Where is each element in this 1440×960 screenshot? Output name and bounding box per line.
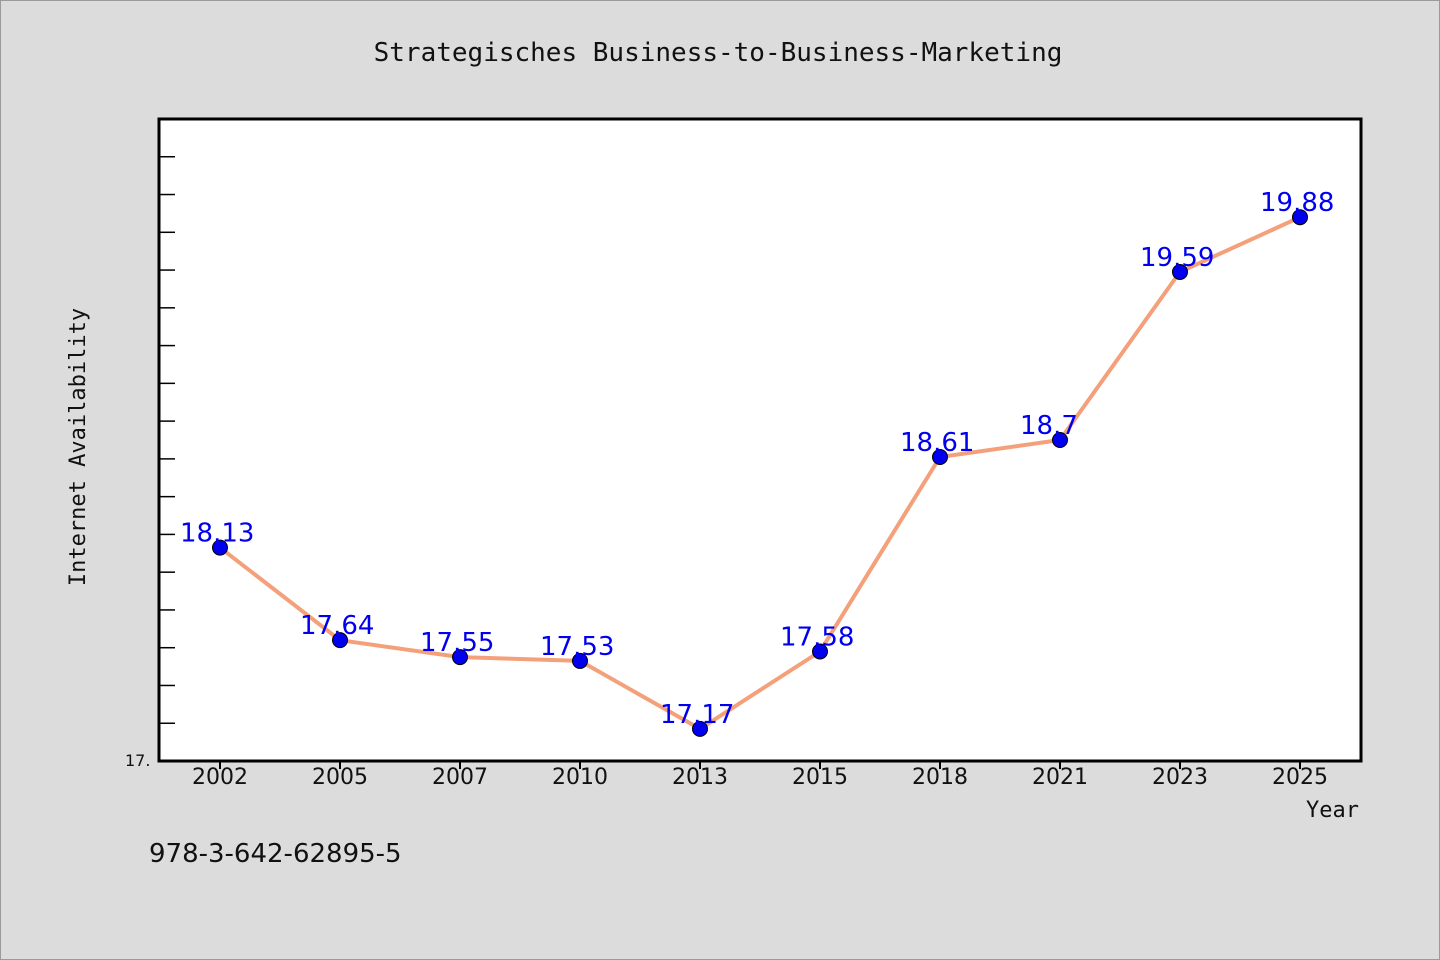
data-point <box>692 720 708 737</box>
x-tick-label: 2018 <box>912 765 968 790</box>
data-point <box>1292 209 1308 226</box>
data-point <box>812 643 828 660</box>
data-labels: 18.13 17.64 17.55 17.53 17.17 17.58 18.61 18.7 1… <box>180 188 1334 730</box>
y-tick-label-min: 17. <box>125 751 150 770</box>
data-label: 17.58 <box>780 622 854 652</box>
x-tick-label: 2021 <box>1032 765 1088 790</box>
series-line <box>218 215 1301 731</box>
x-tick-label: 2007 <box>432 765 488 790</box>
x-tick-label: 2015 <box>792 765 848 790</box>
data-point <box>932 448 948 465</box>
x-tick-label: 2010 <box>552 765 608 790</box>
data-label: 17.64 <box>300 611 374 641</box>
data-point <box>1172 263 1188 280</box>
data-label: 18.13 <box>180 519 254 549</box>
data-label: 17.55 <box>420 628 494 658</box>
data-point <box>212 539 228 556</box>
plot-area <box>157 117 1363 763</box>
data-point <box>452 649 468 666</box>
x-axis-label: Year <box>1306 798 1359 823</box>
x-tick-label: 2025 <box>1272 765 1328 790</box>
footnote-isbn: 978-3-642-62895-5 <box>149 839 402 869</box>
x-tick-label: 2002 <box>192 765 248 790</box>
x-tick-label: 2013 <box>672 765 728 790</box>
data-label: 18.7 <box>1020 411 1078 441</box>
data-label: 17.53 <box>540 632 614 662</box>
data-label: 19.88 <box>1260 188 1334 218</box>
data-point <box>1052 432 1068 448</box>
x-axis-ticks: 2002 2005 2007 2010 2013 2015 2018 2021 2023 2025 <box>192 761 1328 790</box>
data-label: 17.17 <box>660 700 734 730</box>
data-point <box>332 632 348 649</box>
data-point <box>572 652 588 669</box>
data-label: 19.59 <box>1140 243 1214 273</box>
y-axis-ticks <box>159 118 175 724</box>
x-tick-label: 2023 <box>1152 765 1208 790</box>
y-axis-label: Internet Availability <box>66 308 91 586</box>
chart-title: Strategisches Business-to-Business-Marke… <box>374 38 1063 68</box>
x-tick-label: 2005 <box>312 765 368 790</box>
data-label: 18.61 <box>900 428 974 458</box>
data-markers <box>212 209 1308 737</box>
